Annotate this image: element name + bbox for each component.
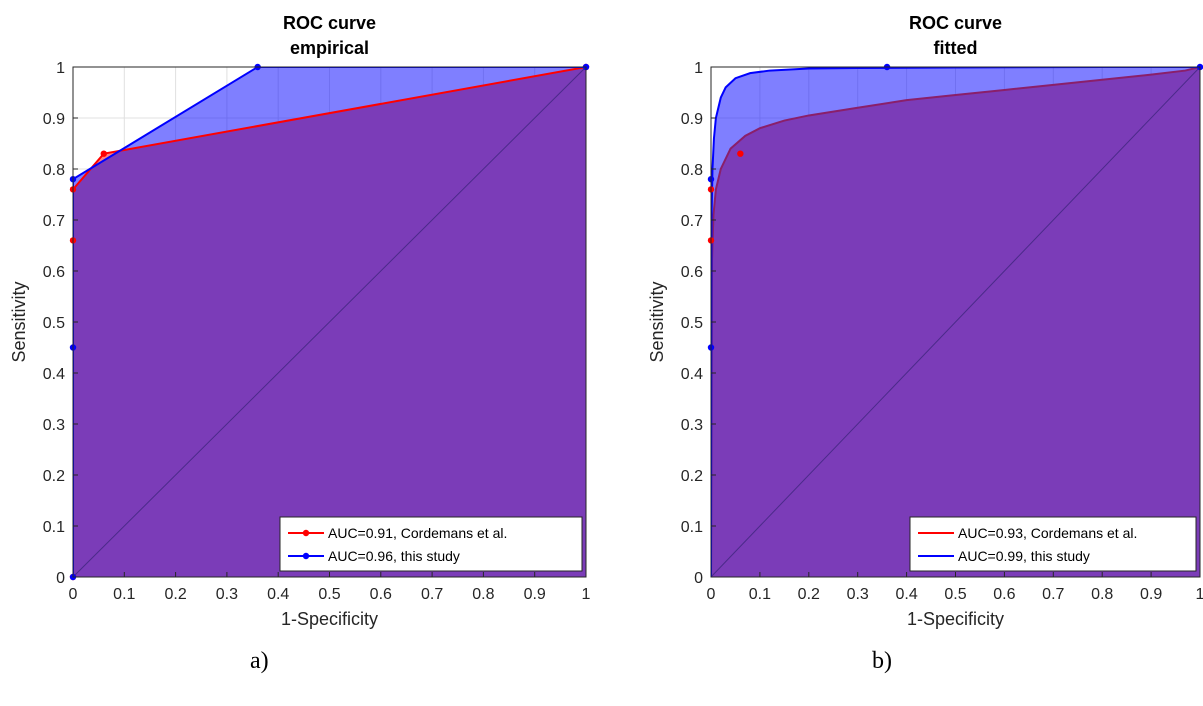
x-tick-label: 0.7 <box>1042 586 1064 603</box>
chart-title: ROC curve <box>283 13 376 33</box>
x-tick-label: 0 <box>69 586 78 603</box>
legend-box <box>909 516 1197 572</box>
x-tick-label: 0.4 <box>895 586 917 603</box>
y-tick-label: 0.3 <box>681 417 703 434</box>
y-tick-label: 0.1 <box>43 519 65 536</box>
data-point-red <box>737 150 744 157</box>
x-tick-label: 0.5 <box>318 586 340 603</box>
y-tick-label: 0.9 <box>681 111 703 128</box>
y-tick-label: 0 <box>694 570 703 587</box>
x-tick-label: 0.1 <box>113 586 135 603</box>
x-tick-label: 0.8 <box>472 586 494 603</box>
series-line-blue <box>711 67 1200 577</box>
y-tick-label: 0 <box>56 570 65 587</box>
roc-panel-b: 0 0.1 0.2 0.3 0.4 0.5 0.6 0.7 0.8 0.9 1 0 0.1 0.2 0.3 0… <box>647 13 1203 629</box>
plot-content <box>73 67 586 577</box>
y-tick-label: 0.8 <box>43 162 65 179</box>
y-tick-label: 0.5 <box>681 315 703 332</box>
roc-panel-a: 0 0.1 0.2 0.3 0.4 0.5 0.6 0.7 0.8 0.9 1 0 0.1 0.2 0.3 0… <box>9 13 591 629</box>
x-tick-label: 0.4 <box>267 586 289 603</box>
legend-box <box>279 516 583 572</box>
chart-title: ROC curve <box>909 13 1002 33</box>
y-tick-label: 1 <box>694 60 703 77</box>
chance-diagonal <box>73 67 586 577</box>
series-line-red <box>73 67 586 577</box>
y-tick-label: 0.7 <box>43 213 65 230</box>
series-line-red <box>711 67 1200 577</box>
y-tick-label: 0.6 <box>681 264 703 281</box>
y-tick-label: 0.9 <box>43 111 65 128</box>
y-axis-label: Sensitivity <box>647 281 667 362</box>
x-tick-label: 0.9 <box>524 586 546 603</box>
x-tick-label: 0.6 <box>370 586 392 603</box>
x-axis-label: 1-Specificity <box>907 609 1004 629</box>
chance-diagonal <box>711 67 1200 577</box>
y-tick-label: 0.2 <box>681 468 703 485</box>
x-tick-label: 1 <box>582 586 591 603</box>
legend-label: AUC=0.96, this study <box>328 548 460 564</box>
legend-label: AUC=0.91, Cordemans et al. <box>328 525 507 541</box>
x-tick-label: 0.2 <box>798 586 820 603</box>
x-tick-label: 0 <box>707 586 716 603</box>
y-tick-label: 0.7 <box>681 213 703 230</box>
y-tick-label: 1 <box>56 60 65 77</box>
data-point-red <box>100 150 107 157</box>
y-axis-label: Sensitivity <box>9 281 29 362</box>
x-tick-label: 0.5 <box>944 586 966 603</box>
x-tick-label: 0.9 <box>1140 586 1162 603</box>
x-tick-label: 0.7 <box>421 586 443 603</box>
y-tick-label: 0.2 <box>43 468 65 485</box>
x-tick-label: 0.6 <box>993 586 1015 603</box>
legend-label: AUC=0.93, Cordemans et al. <box>958 525 1137 541</box>
panel-label-b: b) <box>872 648 892 674</box>
x-tick-label: 0.8 <box>1091 586 1113 603</box>
panel-label-a: a) <box>250 648 269 674</box>
y-tick-label: 0.4 <box>681 366 703 383</box>
y-tick-label: 0.3 <box>43 417 65 434</box>
plot-content <box>711 67 1200 577</box>
y-tick-label: 0.1 <box>681 519 703 536</box>
legend-marker <box>302 529 310 537</box>
y-tick-label: 0.5 <box>43 315 65 332</box>
x-axis-label: 1-Specificity <box>281 609 378 629</box>
x-tick-label: 0.1 <box>749 586 771 603</box>
legend-marker <box>302 552 310 560</box>
chart-subtitle: fitted <box>934 38 978 58</box>
chart-subtitle: empirical <box>290 38 369 58</box>
x-tick-label: 1 <box>1196 586 1203 603</box>
x-tick-label: 0.3 <box>216 586 238 603</box>
x-tick-label: 0.3 <box>847 586 869 603</box>
y-tick-label: 0.6 <box>43 264 65 281</box>
y-tick-label: 0.8 <box>681 162 703 179</box>
y-tick-label: 0.4 <box>43 366 65 383</box>
legend-label: AUC=0.99, this study <box>958 548 1090 564</box>
x-tick-label: 0.2 <box>164 586 186 603</box>
